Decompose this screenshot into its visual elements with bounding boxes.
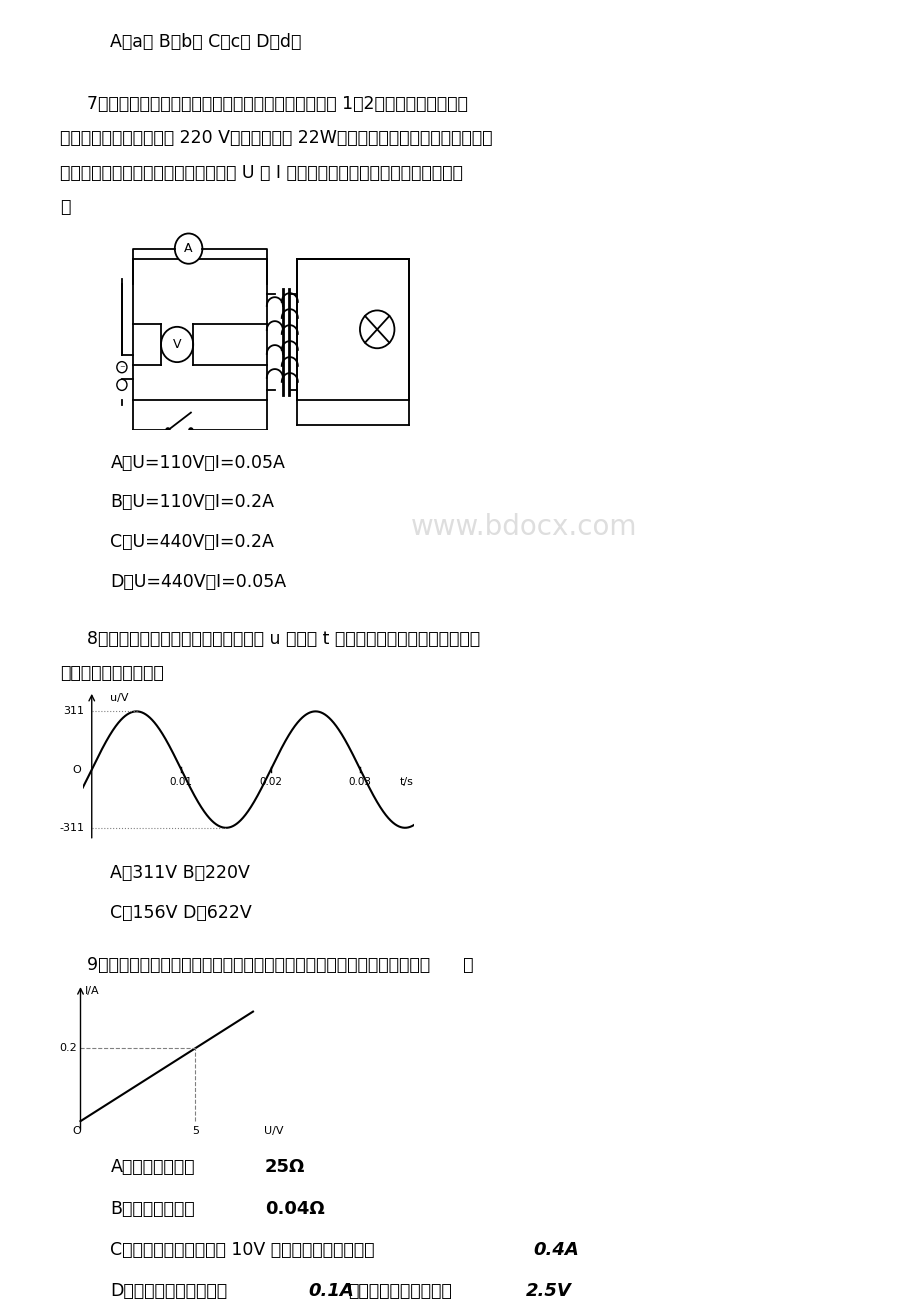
Bar bbox=[296, 259, 409, 400]
Text: B．U=110V，I=0.2A: B．U=110V，I=0.2A bbox=[110, 493, 274, 512]
Text: 0.1A: 0.1A bbox=[308, 1282, 354, 1301]
Circle shape bbox=[359, 310, 394, 348]
Text: 2.5V: 2.5V bbox=[526, 1282, 572, 1301]
Circle shape bbox=[175, 233, 202, 264]
Text: 0.02: 0.02 bbox=[259, 777, 282, 786]
Text: -311: -311 bbox=[60, 823, 85, 833]
Text: I/A: I/A bbox=[85, 986, 99, 996]
Text: U/V: U/V bbox=[264, 1125, 283, 1135]
Circle shape bbox=[188, 427, 194, 434]
Text: A．U=110V，I=0.05A: A．U=110V，I=0.05A bbox=[110, 453, 285, 471]
Text: C．U=440V，I=0.2A: C．U=440V，I=0.2A bbox=[110, 533, 274, 551]
Text: 表。现闭合开关，灯泡正常发光。若用 U 和 I 分别表示此时电压表和电流表的读数，: 表。现闭合开关，灯泡正常发光。若用 U 和 I 分别表示此时电压表和电流表的读数… bbox=[60, 164, 462, 182]
Text: u/V: u/V bbox=[109, 693, 128, 703]
Text: 25Ω: 25Ω bbox=[265, 1159, 305, 1176]
Text: A: A bbox=[184, 242, 193, 255]
Text: 0.03: 0.03 bbox=[348, 777, 371, 786]
Text: 311: 311 bbox=[63, 707, 85, 716]
Text: 9．如图所示是某导体的伏安特性曲线，由图可知，下列说法不正确的是（      ）: 9．如图所示是某导体的伏安特性曲线，由图可知，下列说法不正确的是（ ） bbox=[87, 956, 473, 974]
Text: C．156V D．622V: C．156V D．622V bbox=[110, 904, 252, 922]
Text: 0.2: 0.2 bbox=[59, 1043, 77, 1053]
Text: O: O bbox=[73, 1125, 82, 1135]
Text: D．U=440V，I=0.05A: D．U=440V，I=0.05A bbox=[110, 573, 286, 591]
Circle shape bbox=[165, 427, 171, 434]
Text: ~: ~ bbox=[119, 365, 125, 370]
Circle shape bbox=[161, 327, 193, 362]
Text: O: O bbox=[73, 764, 81, 775]
Text: A．311V B．220V: A．311V B．220V bbox=[110, 865, 250, 883]
Text: 0.04Ω: 0.04Ω bbox=[265, 1199, 324, 1217]
Text: B．导体的电阻是: B．导体的电阻是 bbox=[110, 1199, 195, 1217]
Text: 则: 则 bbox=[60, 198, 70, 216]
Text: V: V bbox=[173, 339, 181, 352]
Text: 7．如右图所示，一理想变压器原、副线圈的匝数比为 1：2；副线圈电路中接有: 7．如右图所示，一理想变压器原、副线圈的匝数比为 1：2；副线圈电路中接有 bbox=[87, 95, 468, 113]
Text: 电流的电压有效值约为: 电流的电压有效值约为 bbox=[60, 664, 164, 682]
Text: 时，导体两端的电压是: 时，导体两端的电压是 bbox=[347, 1282, 451, 1301]
Text: 8．如右图是一正弦式交变电流的电压 u 随时间 t 变化的图象，由图可知，该交变: 8．如右图是一正弦式交变电流的电压 u 随时间 t 变化的图象，由图可知，该交变 bbox=[87, 630, 480, 647]
Text: C．当导体两端的电压是 10V 时，通过导体的电流是: C．当导体两端的电压是 10V 时，通过导体的电流是 bbox=[110, 1241, 375, 1259]
Text: D．当通过导体的电流是: D．当通过导体的电流是 bbox=[110, 1282, 227, 1301]
Text: 灯泡，灯泡的额定电压为 220 V，额定功率为 22W；原线圈电路中接有电压表和电流: 灯泡，灯泡的额定电压为 220 V，额定功率为 22W；原线圈电路中接有电压表和… bbox=[60, 129, 492, 147]
Text: A．a点 B．b点 C．c点 D．d点: A．a点 B．b点 C．c点 D．d点 bbox=[110, 33, 301, 51]
Text: www.bdocx.com: www.bdocx.com bbox=[411, 513, 637, 542]
Bar bbox=[133, 259, 267, 400]
Text: 0.4A: 0.4A bbox=[533, 1241, 579, 1259]
Text: A．导体的电阻是: A．导体的电阻是 bbox=[110, 1159, 195, 1176]
Text: 0.01: 0.01 bbox=[170, 777, 193, 786]
Text: t/s: t/s bbox=[400, 777, 414, 788]
Text: 5: 5 bbox=[192, 1125, 199, 1135]
